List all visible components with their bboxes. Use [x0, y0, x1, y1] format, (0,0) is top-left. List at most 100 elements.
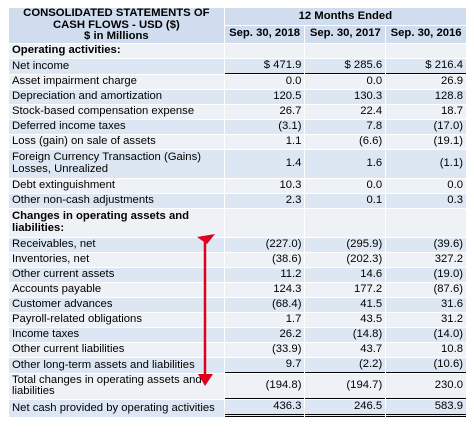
- row-label: Income taxes: [9, 327, 224, 342]
- table-row: Customer advances (68.4) 41.5 31.6: [9, 297, 466, 312]
- cell-2016: (1.1): [386, 149, 466, 178]
- column-header-2018: Sep. 30, 2018: [224, 25, 305, 43]
- table-row: Deferred income taxes (3.1) 7.8 (17.0): [9, 119, 466, 134]
- table-row: Other current liabilities (33.9) 43.7 10…: [9, 342, 466, 357]
- row-label: Other long-term assets and liabilities: [9, 357, 224, 373]
- table-title: CONSOLIDATED STATEMENTS OF CASH FLOWS - …: [9, 7, 224, 43]
- cell-2018: (227.0): [224, 237, 305, 252]
- cell-2017: 130.3: [305, 89, 386, 104]
- cell-2017: 0.1: [305, 193, 386, 208]
- table-row: Inventories, net (38.6) (202.3) 327.2: [9, 252, 466, 267]
- cell-2018: 1.1: [224, 134, 305, 149]
- statement-container: CONSOLIDATED STATEMENTS OF CASH FLOWS - …: [8, 7, 467, 418]
- cell-2017: (202.3): [305, 252, 386, 267]
- period-header: 12 Months Ended: [224, 8, 466, 25]
- cell-2016: (14.0): [386, 327, 466, 342]
- cell-2018: [224, 43, 305, 58]
- row-label: Payroll-related obligations: [9, 312, 224, 327]
- cell-2018: 1.4: [224, 149, 305, 178]
- cell-2016: [386, 208, 466, 237]
- title-line-3: $ in Millions: [84, 30, 149, 42]
- cell-2016: 0.3: [386, 193, 466, 208]
- row-label: Debt extinguishment: [9, 178, 224, 193]
- row-label: Accounts payable: [9, 282, 224, 297]
- cell-2018: [224, 208, 305, 237]
- cell-2018: (38.6): [224, 252, 305, 267]
- cell-2016: [386, 43, 466, 58]
- cell-2018: 0.0: [224, 74, 305, 89]
- row-label: Changes in operating assets and liabilit…: [9, 208, 224, 237]
- cell-2017: 0.0: [305, 178, 386, 193]
- table-row: Accounts payable 124.3 177.2 (87.6): [9, 282, 466, 297]
- table-row: Stock-based compensation expense 26.7 22…: [9, 104, 466, 119]
- row-label: Total changes in operating assets and li…: [9, 373, 224, 399]
- row-label: Asset impairment charge: [9, 74, 224, 89]
- table-row: Other current assets 11.2 14.6 (19.0): [9, 267, 466, 282]
- cell-2018: 26.2: [224, 327, 305, 342]
- cell-2017: 43.7: [305, 342, 386, 357]
- table-row: Payroll-related obligations 1.7 43.5 31.…: [9, 312, 466, 327]
- cell-2016: 31.6: [386, 297, 466, 312]
- cell-2018: (194.8): [224, 373, 305, 399]
- row-label: Stock-based compensation expense: [9, 104, 224, 119]
- row-label: Receivables, net: [9, 237, 224, 252]
- cell-2018: 26.7: [224, 104, 305, 119]
- cell-2017: 1.6: [305, 149, 386, 178]
- cell-2016: (10.6): [386, 357, 466, 373]
- cell-2018: 120.5: [224, 89, 305, 104]
- cell-2018: 1.7: [224, 312, 305, 327]
- cell-2018: 10.3: [224, 178, 305, 193]
- row-label: Net income: [9, 58, 224, 74]
- cell-2016: (19.0): [386, 267, 466, 282]
- cell-2018: (3.1): [224, 119, 305, 134]
- row-label: Deferred income taxes: [9, 119, 224, 134]
- cell-2016: (17.0): [386, 119, 466, 134]
- table-row: Net cash provided by operating activitie…: [9, 399, 466, 417]
- cell-2017: 246.5: [305, 399, 386, 417]
- column-header-2017: Sep. 30, 2017: [305, 25, 386, 43]
- cell-2017: (194.7): [305, 373, 386, 399]
- row-label: Inventories, net: [9, 252, 224, 267]
- cell-2018: 9.7: [224, 357, 305, 373]
- cell-2018: $ 471.9: [224, 58, 305, 74]
- cell-2017: (14.8): [305, 327, 386, 342]
- cell-2017: 14.6: [305, 267, 386, 282]
- cell-2016: $ 216.4: [386, 58, 466, 74]
- row-label: Foreign Currency Transaction (Gains) Los…: [9, 149, 224, 178]
- title-line-2: CASH FLOWS - USD ($): [52, 18, 180, 31]
- table-row: Foreign Currency Transaction (Gains) Los…: [9, 149, 466, 178]
- cell-2016: 18.7: [386, 104, 466, 119]
- cell-2017: [305, 208, 386, 237]
- cell-2017: [305, 43, 386, 58]
- cell-2018: 2.3: [224, 193, 305, 208]
- cell-2017: $ 285.6: [305, 58, 386, 74]
- cell-2017: (295.9): [305, 237, 386, 252]
- table-row: Income taxes 26.2 (14.8) (14.0): [9, 327, 466, 342]
- table-row: Depreciation and amortization 120.5 130.…: [9, 89, 466, 104]
- cell-2017: 177.2: [305, 282, 386, 297]
- cell-2017: 43.5: [305, 312, 386, 327]
- row-label: Other non-cash adjustments: [9, 193, 224, 208]
- cell-2016: 327.2: [386, 252, 466, 267]
- table-row: Operating activities:: [9, 43, 466, 58]
- cell-2017: 41.5: [305, 297, 386, 312]
- row-label: Other current liabilities: [9, 342, 224, 357]
- cell-2018: 124.3: [224, 282, 305, 297]
- cell-2016: (19.1): [386, 134, 466, 149]
- row-label: Depreciation and amortization: [9, 89, 224, 104]
- cell-2016: 128.8: [386, 89, 466, 104]
- cell-2017: 22.4: [305, 104, 386, 119]
- row-label: Net cash provided by operating activitie…: [9, 399, 224, 417]
- cell-2018: (68.4): [224, 297, 305, 312]
- cell-2018: 11.2: [224, 267, 305, 282]
- table-row: Debt extinguishment 10.3 0.0 0.0: [9, 178, 466, 193]
- row-label: Operating activities:: [9, 43, 224, 58]
- cell-2016: 230.0: [386, 373, 466, 399]
- cell-2016: 31.2: [386, 312, 466, 327]
- cell-2018: 436.3: [224, 399, 305, 417]
- table-row: Receivables, net (227.0) (295.9) (39.6): [9, 237, 466, 252]
- table-row: Changes in operating assets and liabilit…: [9, 208, 466, 237]
- cell-2016: 10.8: [386, 342, 466, 357]
- cash-flow-table: CONSOLIDATED STATEMENTS OF CASH FLOWS - …: [8, 7, 467, 418]
- table-row: Other long-term assets and liabilities 9…: [9, 357, 466, 373]
